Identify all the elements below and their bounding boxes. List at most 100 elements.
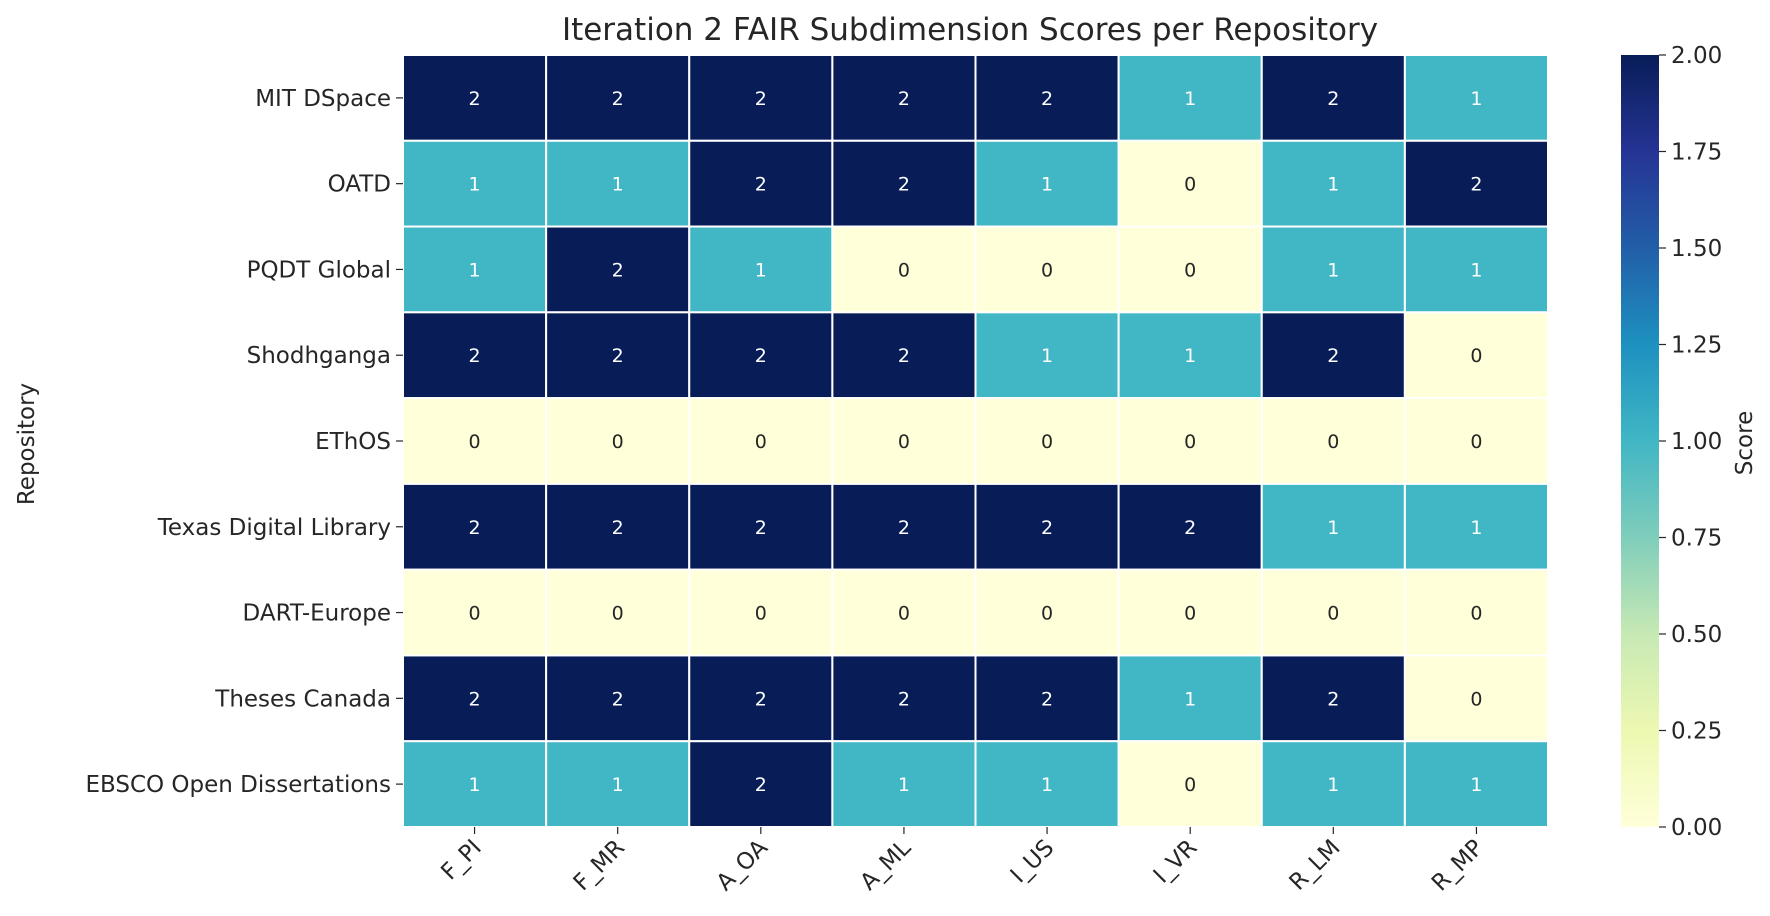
cell-value-label: 1 xyxy=(469,774,481,796)
colorbar-tick-label: 0.00 xyxy=(1671,815,1722,841)
colorbar: 0.00 0.25 0.50 0.75 1.00 1.25 1.50 1.75 2.00 xyxy=(1621,43,1722,841)
heatmap-cell xyxy=(688,568,834,657)
x-tick-label: F_PI xyxy=(436,835,486,885)
cell-value-label: 0 xyxy=(469,431,481,453)
cell-value-label: 1 xyxy=(1327,174,1339,196)
x-tick-label: F_MR xyxy=(569,835,630,896)
heatmap-cell xyxy=(1117,54,1263,142)
cell-value-label: 1 xyxy=(1470,517,1482,539)
colorbar-tick-label: 0.75 xyxy=(1671,526,1722,552)
heatmap-cell xyxy=(1260,482,1406,571)
x-tick-label: A_OA xyxy=(712,835,773,896)
heatmap-cell xyxy=(1117,225,1263,314)
heatmap-cell xyxy=(1403,225,1549,314)
cell-value-label: 2 xyxy=(755,688,767,710)
cell-value-label: 1 xyxy=(1041,174,1053,196)
x-axis-ticks: F_PI F_MR A_OA A_ML I_US I_VR R_LM R_MP xyxy=(436,827,1489,897)
cell-value-label: 0 xyxy=(612,603,624,625)
cell-value-label: 0 xyxy=(612,431,624,453)
x-tick-label: I_VR xyxy=(1149,835,1203,889)
cell-value-label: 0 xyxy=(1327,603,1339,625)
heatmap-cell xyxy=(545,225,691,314)
cell-value-label: 2 xyxy=(898,517,910,539)
cell-value-label: 1 xyxy=(1470,88,1482,110)
heatmap-cell xyxy=(1403,482,1549,571)
cell-value-label: 1 xyxy=(612,774,624,796)
heatmap-cell xyxy=(974,311,1120,400)
y-tick-label: DART-Europe xyxy=(243,601,391,627)
y-tick-label: OATD xyxy=(328,172,391,198)
cell-value-label: 0 xyxy=(755,603,767,625)
x-tick-label: R_LM xyxy=(1285,835,1346,896)
heatmap-cell xyxy=(1403,568,1549,657)
y-tick-label: EThOS xyxy=(315,429,391,455)
heatmap-cell xyxy=(974,225,1120,314)
cell-value-label: 2 xyxy=(469,345,481,367)
cell-value-label: 2 xyxy=(612,345,624,367)
y-axis-label: Repository xyxy=(14,383,40,505)
cell-value-label: 2 xyxy=(755,774,767,796)
heatmap-cell xyxy=(1403,139,1549,228)
x-tick-label: R_MP xyxy=(1427,835,1489,897)
cell-value-labels: 2 2 2 2 2 1 2 1 1 1 2 2 1 0 1 2 1 2 1 0 0 0 1 1 2 2 2 2 1 1 2 0 0 0 0 0 0 0 0 0… xyxy=(469,88,1483,796)
y-tick-label: PQDT Global xyxy=(247,257,391,283)
heatmap-cell xyxy=(688,311,834,400)
cell-value-label: 0 xyxy=(1470,345,1482,367)
cell-value-label: 0 xyxy=(1184,259,1196,281)
cell-value-label: 2 xyxy=(755,88,767,110)
colorbar-tick-label: 1.75 xyxy=(1671,140,1722,166)
cell-value-label: 2 xyxy=(469,517,481,539)
heatmap-cell xyxy=(402,54,548,142)
cell-value-label: 2 xyxy=(1327,88,1339,110)
cell-value-label: 2 xyxy=(898,174,910,196)
heatmap-cell xyxy=(1403,54,1549,142)
cell-value-label: 2 xyxy=(755,174,767,196)
heatmap-cell xyxy=(545,740,691,829)
heatmap-cell xyxy=(545,482,691,571)
y-tick-label: Theses Canada xyxy=(214,686,391,712)
heatmap-cell xyxy=(1117,482,1263,571)
cell-value-label: 1 xyxy=(755,259,767,281)
heatmap-cell xyxy=(402,568,548,657)
y-tick-label: Texas Digital Library xyxy=(157,515,391,541)
x-tick-label: A_ML xyxy=(855,835,916,896)
colorbar-gradient xyxy=(1621,55,1659,827)
cell-value-label: 2 xyxy=(469,88,481,110)
heatmap-cell xyxy=(688,740,834,829)
colorbar-tick-label: 1.00 xyxy=(1671,429,1722,455)
x-tick-label: I_US xyxy=(1006,835,1060,889)
heatmap-cell xyxy=(688,54,834,142)
colorbar-tick-label: 1.25 xyxy=(1671,333,1722,359)
cell-value-label: 0 xyxy=(755,431,767,453)
cell-value-label: 0 xyxy=(1041,603,1053,625)
heatmap-cell xyxy=(1117,568,1263,657)
cell-value-label: 1 xyxy=(1184,688,1196,710)
heatmap-cell xyxy=(831,397,977,485)
cell-value-label: 0 xyxy=(1470,431,1482,453)
cell-value-label: 2 xyxy=(1041,88,1053,110)
colorbar-tick-label: 1.50 xyxy=(1671,236,1722,262)
heatmap-cell xyxy=(974,740,1120,829)
cell-value-label: 2 xyxy=(1184,517,1196,539)
colorbar-label: Score xyxy=(1732,411,1758,475)
heatmap-cell xyxy=(402,311,548,400)
cell-value-label: 1 xyxy=(1184,345,1196,367)
cell-value-label: 2 xyxy=(755,517,767,539)
y-tick-label: EBSCO Open Dissertations xyxy=(85,772,391,798)
colorbar-tick-label: 2.00 xyxy=(1671,43,1722,69)
heatmap-cell xyxy=(688,225,834,314)
cell-value-label: 2 xyxy=(755,345,767,367)
cell-value-label: 2 xyxy=(1327,688,1339,710)
cell-value-label: 0 xyxy=(1327,431,1339,453)
heatmap-cell xyxy=(1117,139,1263,228)
heatmap-cell xyxy=(1403,740,1549,829)
cell-value-label: 0 xyxy=(898,259,910,281)
cell-value-label: 1 xyxy=(1470,259,1482,281)
cell-value-label: 0 xyxy=(1041,431,1053,453)
heatmap-cell xyxy=(1260,311,1406,400)
heatmap-cell xyxy=(545,568,691,657)
cell-value-label: 2 xyxy=(469,688,481,710)
colorbar-tick-label: 0.25 xyxy=(1671,719,1722,745)
cell-value-label: 0 xyxy=(1041,259,1053,281)
cell-value-label: 2 xyxy=(612,517,624,539)
